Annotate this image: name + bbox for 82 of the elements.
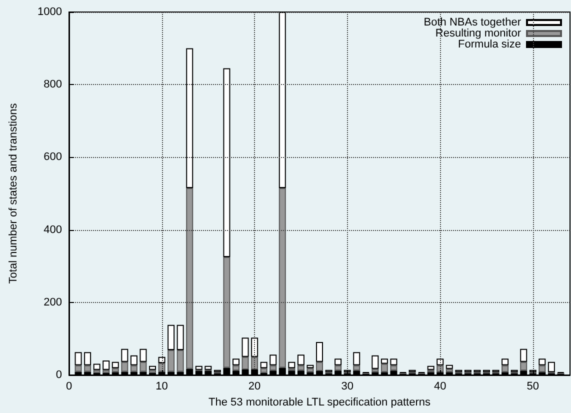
bar xyxy=(223,257,230,368)
legend-label: Resulting monitor xyxy=(435,28,522,40)
bar xyxy=(538,365,546,372)
bar xyxy=(288,362,296,368)
bar xyxy=(121,348,128,362)
bar xyxy=(306,364,314,368)
bar xyxy=(390,365,398,371)
y-tick-label: 200 xyxy=(44,296,62,308)
bar xyxy=(372,368,379,372)
bar xyxy=(270,365,277,371)
bar xyxy=(334,365,342,371)
bar xyxy=(436,365,444,372)
y-axis-title: Total number of states and transtions xyxy=(8,102,20,284)
bar xyxy=(168,324,175,350)
bar xyxy=(149,366,156,370)
bar xyxy=(140,348,147,362)
x-tick-label: 20 xyxy=(248,380,261,392)
y-tick-label: 1000 xyxy=(38,6,62,18)
bar xyxy=(548,362,555,372)
x-axis-title: The 53 monitorable LTL specification patterns xyxy=(208,396,431,408)
x-tick-label: 30 xyxy=(341,380,354,392)
bar xyxy=(353,352,360,366)
bar xyxy=(176,324,184,350)
bar xyxy=(176,350,184,372)
bar xyxy=(223,68,230,258)
bar xyxy=(380,358,388,364)
bar xyxy=(74,352,82,366)
bar xyxy=(520,362,528,371)
bar xyxy=(334,358,342,366)
bar xyxy=(93,364,100,370)
bar xyxy=(260,362,268,368)
x-tick-label: 10 xyxy=(156,380,168,392)
bar xyxy=(520,348,528,362)
bar xyxy=(130,355,138,366)
bar xyxy=(140,362,147,372)
bar xyxy=(232,365,240,371)
bar xyxy=(168,350,175,372)
bar xyxy=(158,363,166,372)
bar xyxy=(112,362,119,368)
bar xyxy=(297,365,304,371)
bar xyxy=(502,365,509,372)
bar xyxy=(538,358,546,366)
legend-label: Formula size xyxy=(458,38,521,50)
x-tick-label: 40 xyxy=(434,380,446,392)
bar xyxy=(270,354,277,366)
bar xyxy=(436,358,444,366)
bar xyxy=(427,366,434,370)
bar xyxy=(74,365,82,372)
bar xyxy=(186,188,194,369)
bar xyxy=(306,368,314,372)
bar xyxy=(186,48,194,188)
bar xyxy=(102,360,110,370)
bar xyxy=(260,368,268,373)
bar xyxy=(130,365,138,372)
bar xyxy=(84,352,92,366)
bar xyxy=(84,365,92,372)
bar xyxy=(446,364,453,369)
legend-label: Both NBAs together xyxy=(424,16,522,28)
bar xyxy=(390,358,398,366)
bar xyxy=(112,368,119,372)
y-tick-label: 400 xyxy=(44,224,62,236)
bar xyxy=(316,342,323,362)
bar xyxy=(121,362,128,372)
x-tick-label: 0 xyxy=(66,380,72,392)
y-tick-label: 0 xyxy=(56,369,62,381)
bar xyxy=(278,188,286,368)
bar xyxy=(242,356,249,370)
bar xyxy=(446,368,453,372)
bar xyxy=(232,358,240,366)
y-tick-label: 800 xyxy=(44,78,62,91)
bar xyxy=(353,365,360,371)
bar xyxy=(380,364,388,372)
bar xyxy=(297,354,304,366)
bar xyxy=(158,356,166,364)
y-tick-label: 600 xyxy=(44,151,62,164)
bar xyxy=(251,338,258,357)
bar xyxy=(251,356,258,370)
x-tick-label: 50 xyxy=(526,380,540,392)
bar xyxy=(502,358,509,366)
bar xyxy=(372,355,379,369)
bar xyxy=(242,338,249,357)
bar xyxy=(316,362,323,372)
